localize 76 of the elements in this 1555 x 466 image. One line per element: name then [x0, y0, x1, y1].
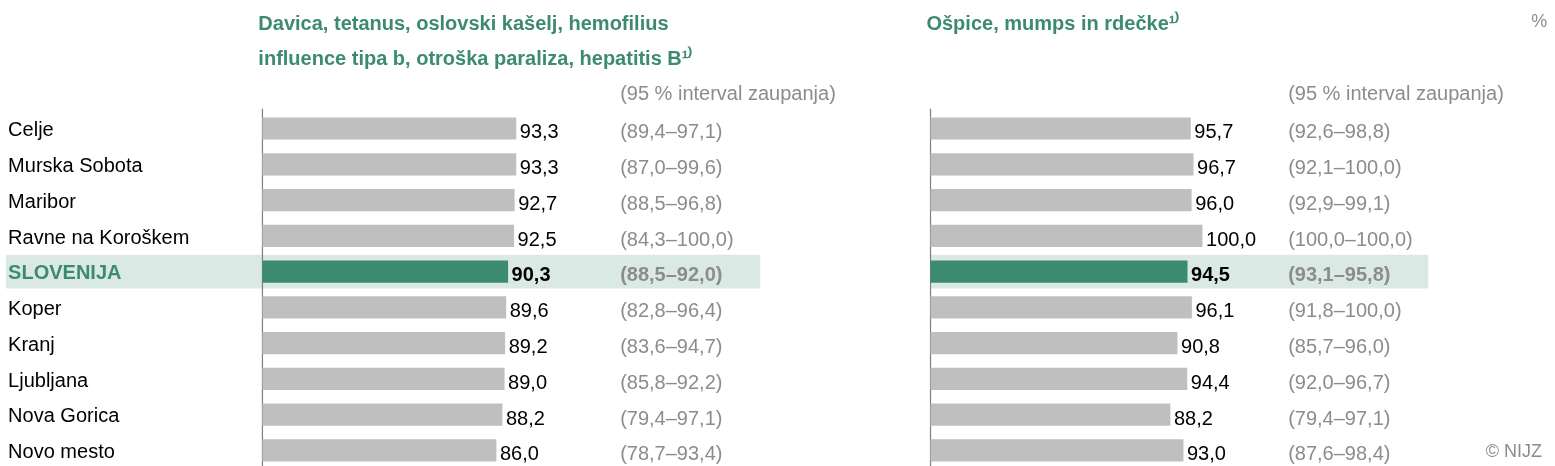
text: (84,3–100,0) — [620, 227, 734, 250]
bar — [930, 439, 1184, 462]
bar — [262, 439, 497, 462]
data-label: 95,7 — [1194, 120, 1234, 143]
y-tick-label: Celje — [8, 118, 54, 141]
text: (82,8–96,4) — [620, 299, 723, 322]
text: (88,5–96,8) — [620, 191, 723, 214]
data-label: 94,4 — [1190, 370, 1230, 393]
y-tick-label: Maribor — [8, 189, 77, 212]
bar — [262, 296, 507, 319]
text: (79,4–97,1) — [620, 406, 723, 429]
data-label: 96,0 — [1195, 191, 1235, 214]
text: (78,7–93,4) — [620, 442, 723, 465]
text: (92,0–96,7) — [1288, 370, 1391, 393]
data-label: 86,0 — [499, 442, 539, 465]
bar — [930, 117, 1191, 140]
bar — [930, 367, 1188, 390]
bar — [930, 332, 1178, 355]
data-label: 94,5 — [1191, 263, 1230, 286]
bar — [930, 224, 1203, 247]
data-label: 89,0 — [508, 370, 548, 393]
bar — [930, 153, 1194, 176]
y-tick-label: Murska Sobota — [8, 154, 144, 177]
data-label: 90,3 — [511, 263, 551, 286]
bar — [262, 403, 503, 426]
data-label: 92,7 — [518, 191, 558, 214]
bar — [930, 403, 1171, 426]
data-label: 90,8 — [1181, 334, 1220, 357]
y-tick-label: Ravne na Koroškem — [8, 225, 190, 248]
y-tick-label: Kranj — [8, 332, 55, 355]
chart-title: Ošpice, mumps in rdečke¹⁾ — [926, 10, 1181, 34]
data-label: 89,2 — [508, 334, 548, 357]
text: (92,1–100,0) — [1288, 156, 1402, 179]
data-label: 93,3 — [519, 156, 559, 179]
bar — [262, 260, 509, 283]
text: (87,0–99,6) — [620, 156, 723, 179]
text: (95 % interval zaupanja) — [1288, 82, 1504, 105]
text: (85,7–96,0) — [1288, 334, 1391, 357]
data-label: 93,0 — [1186, 442, 1226, 465]
text: (95 % interval zaupanja) — [620, 82, 836, 105]
bar — [262, 188, 515, 212]
text: (92,6–98,8) — [1288, 120, 1391, 143]
text: (79,4–97,1) — [1288, 406, 1391, 429]
y-tick-label: Ljubljana — [8, 368, 90, 391]
data-label: 88,2 — [1173, 406, 1213, 429]
bar — [262, 332, 506, 355]
text: © NIJZ — [1485, 441, 1542, 462]
text: (87,6–98,4) — [1288, 442, 1391, 465]
bar — [262, 367, 505, 390]
y-tick-label: Novo mesto — [8, 440, 115, 463]
text: (83,6–94,7) — [620, 334, 723, 357]
bar — [262, 153, 517, 176]
text: (88,5–92,0) — [620, 263, 723, 286]
bar — [930, 188, 1192, 212]
data-label: 93,3 — [519, 120, 559, 143]
bar — [930, 260, 1188, 283]
text: % — [1531, 11, 1548, 32]
data-label: 96,1 — [1195, 299, 1235, 322]
bar — [930, 296, 1192, 319]
text: (93,1–95,8) — [1288, 263, 1391, 286]
text: (91,8–100,0) — [1288, 299, 1402, 322]
data-label: 88,2 — [505, 406, 545, 429]
y-tick-label: Nova Gorica — [8, 404, 121, 427]
y-tick-label: SLOVENIJA — [8, 261, 122, 284]
data-label: 89,6 — [509, 299, 549, 322]
text: (92,9–99,1) — [1288, 191, 1391, 214]
text: (89,4–97,1) — [620, 120, 723, 143]
chart-title: Davica, tetanus, oslovski kašelj, hemofilius influence tipa b, otroška paraliza, hepatitis B¹⁾ — [258, 11, 694, 70]
data-label: 92,5 — [517, 227, 557, 250]
data-label: 100,0 — [1206, 227, 1257, 250]
text: (85,8–92,2) — [620, 370, 723, 393]
bar — [262, 117, 517, 140]
bar — [262, 224, 515, 247]
text: (100,0–100,0) — [1288, 227, 1413, 250]
y-tick-label: Koper — [8, 297, 62, 320]
data-label: 96,7 — [1197, 156, 1236, 179]
